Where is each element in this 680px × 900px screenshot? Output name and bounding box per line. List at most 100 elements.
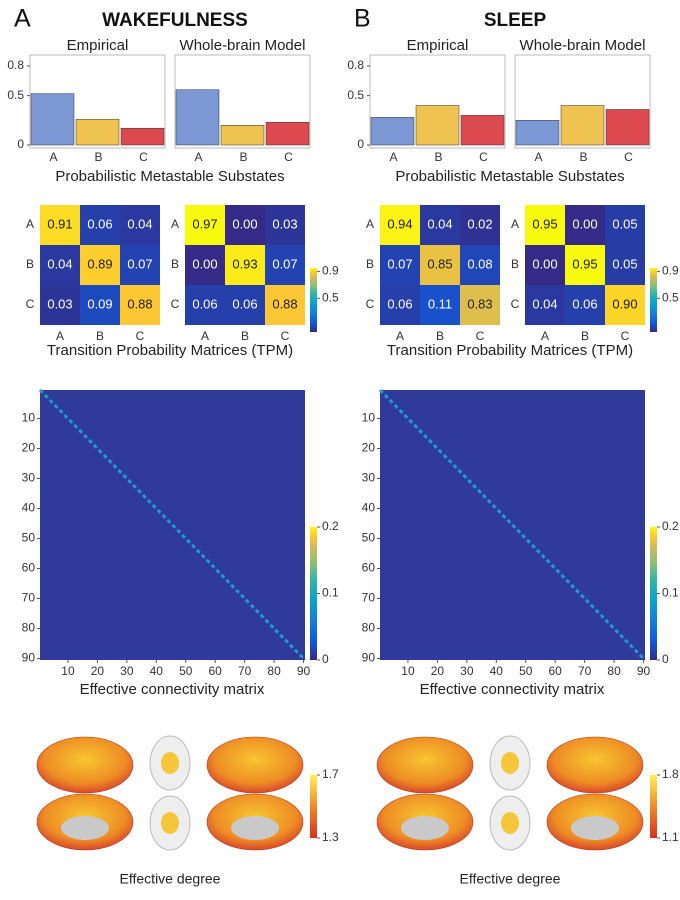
cell-label: 0.06 bbox=[192, 296, 217, 311]
cell-label: 0.88 bbox=[127, 296, 152, 311]
row-label: C bbox=[26, 297, 35, 311]
cell-label: 0.04 bbox=[427, 216, 452, 231]
cell-label: 0.85 bbox=[427, 256, 452, 271]
cell-label: 0.00 bbox=[232, 216, 257, 231]
chart-title: Empirical bbox=[67, 37, 129, 54]
heatmap-cell bbox=[40, 205, 80, 245]
y-tick-label: 50 bbox=[362, 531, 376, 545]
y-tick-label: 0.5 bbox=[347, 88, 364, 102]
heatmap-cell bbox=[460, 245, 500, 285]
y-tick-label: 0.8 bbox=[347, 58, 364, 72]
bar bbox=[75, 119, 120, 146]
bar bbox=[370, 117, 415, 146]
row-label: B bbox=[366, 257, 374, 271]
row-label: A bbox=[171, 217, 179, 231]
colorbar-tick-label: 1.8 bbox=[662, 767, 679, 781]
row-label: A bbox=[366, 217, 374, 231]
heatmap-cell bbox=[525, 205, 565, 245]
y-tick-label: 40 bbox=[362, 501, 376, 515]
heatmap-cell bbox=[420, 245, 460, 285]
y-tick-label: 10 bbox=[362, 411, 376, 425]
x-tick-label: 50 bbox=[179, 664, 193, 678]
y-tick-label: 0 bbox=[357, 137, 364, 151]
col-label: B bbox=[96, 329, 104, 343]
x-tick-label: 80 bbox=[607, 664, 621, 678]
row-label: B bbox=[171, 257, 179, 271]
x-tick-label: 10 bbox=[61, 664, 75, 678]
x-tick-label: 90 bbox=[637, 664, 651, 678]
brain-medial-wall bbox=[231, 816, 279, 840]
x-tick-label: 50 bbox=[519, 664, 533, 678]
y-tick-label: 0 bbox=[17, 137, 24, 151]
x-tick-label: 10 bbox=[401, 664, 415, 678]
cell-label: 0.94 bbox=[387, 216, 412, 231]
heatmap-cell bbox=[185, 245, 225, 285]
cell-label: 0.05 bbox=[612, 216, 637, 231]
matrix-diagonal bbox=[38, 388, 307, 662]
x-tick-label: 80 bbox=[267, 664, 281, 678]
x-tick-label: A bbox=[389, 150, 397, 164]
cell-label: 0.04 bbox=[127, 216, 152, 231]
cell-label: 0.91 bbox=[47, 216, 72, 231]
colorbar bbox=[650, 268, 657, 332]
x-tick-label: 90 bbox=[297, 664, 311, 678]
colorbar-tick-label: 1.1 bbox=[662, 830, 679, 844]
colorbar-tick-label: 0.2 bbox=[662, 519, 679, 533]
heatmap-cell bbox=[605, 285, 645, 325]
cell-label: 0.02 bbox=[467, 216, 492, 231]
cell-label: 0.09 bbox=[87, 296, 112, 311]
heatmap-cell bbox=[40, 285, 80, 325]
col-label: A bbox=[541, 329, 549, 343]
heatmap-cell bbox=[460, 285, 500, 325]
x-tick-label: 20 bbox=[91, 664, 105, 678]
colorbar bbox=[310, 527, 317, 660]
brain-surface bbox=[546, 736, 644, 794]
y-tick-label: 70 bbox=[362, 591, 376, 605]
x-axis-label: Effective degree bbox=[460, 871, 561, 887]
x-tick-label: B bbox=[434, 150, 442, 164]
heatmap-cell bbox=[565, 285, 605, 325]
colorbar-tick-label: 1.7 bbox=[322, 767, 339, 781]
cell-label: 0.00 bbox=[192, 256, 217, 271]
cell-label: 0.07 bbox=[272, 256, 297, 271]
colorbar-tick-label: 0.2 bbox=[322, 519, 339, 533]
x-tick-label: A bbox=[49, 150, 57, 164]
cell-label: 0.06 bbox=[87, 216, 112, 231]
cell-label: 0.11 bbox=[428, 296, 452, 311]
cell-label: 0.95 bbox=[532, 216, 557, 231]
heatmap-cell bbox=[605, 245, 645, 285]
x-axis-label: Transition Probability Matrices (TPM) bbox=[47, 342, 293, 359]
x-tick-label: C bbox=[284, 150, 293, 164]
x-axis-label: Probabilistic Metastable Substates bbox=[55, 168, 284, 185]
bar bbox=[120, 127, 165, 146]
chart-title: Empirical bbox=[407, 37, 469, 54]
x-tick-label: 20 bbox=[431, 664, 445, 678]
colorbar bbox=[310, 775, 317, 838]
x-tick-label: C bbox=[479, 150, 488, 164]
y-tick-label: 0.5 bbox=[7, 88, 24, 102]
panel-letter: A bbox=[14, 5, 31, 33]
x-tick-label: B bbox=[239, 150, 247, 164]
brain-surface bbox=[36, 736, 134, 794]
x-axis-label: Effective degree bbox=[120, 871, 221, 887]
heatmap-cell bbox=[420, 205, 460, 245]
brain-medial-wall bbox=[401, 816, 449, 840]
cell-label: 0.06 bbox=[387, 296, 412, 311]
y-tick-label: 30 bbox=[362, 471, 376, 485]
colorbar-tick-label: 0 bbox=[322, 652, 329, 666]
x-axis-label: Probabilistic Metastable Substates bbox=[395, 168, 624, 185]
row-label: C bbox=[171, 297, 180, 311]
x-tick-label: A bbox=[534, 150, 542, 164]
chart-title: Whole-brain Model bbox=[520, 37, 646, 54]
heatmap-cell bbox=[605, 205, 645, 245]
cell-label: 0.03 bbox=[47, 296, 72, 311]
row-label: B bbox=[26, 257, 34, 271]
chart-title: Whole-brain Model bbox=[180, 37, 306, 54]
brain-nuclei bbox=[161, 752, 179, 774]
panel-title: SLEEP bbox=[484, 10, 547, 31]
heatmap-cell bbox=[420, 285, 460, 325]
col-label: C bbox=[476, 329, 485, 343]
row-label: A bbox=[26, 217, 34, 231]
heatmap-cell bbox=[565, 205, 605, 245]
colorbar-tick-label: 0 bbox=[662, 652, 669, 666]
